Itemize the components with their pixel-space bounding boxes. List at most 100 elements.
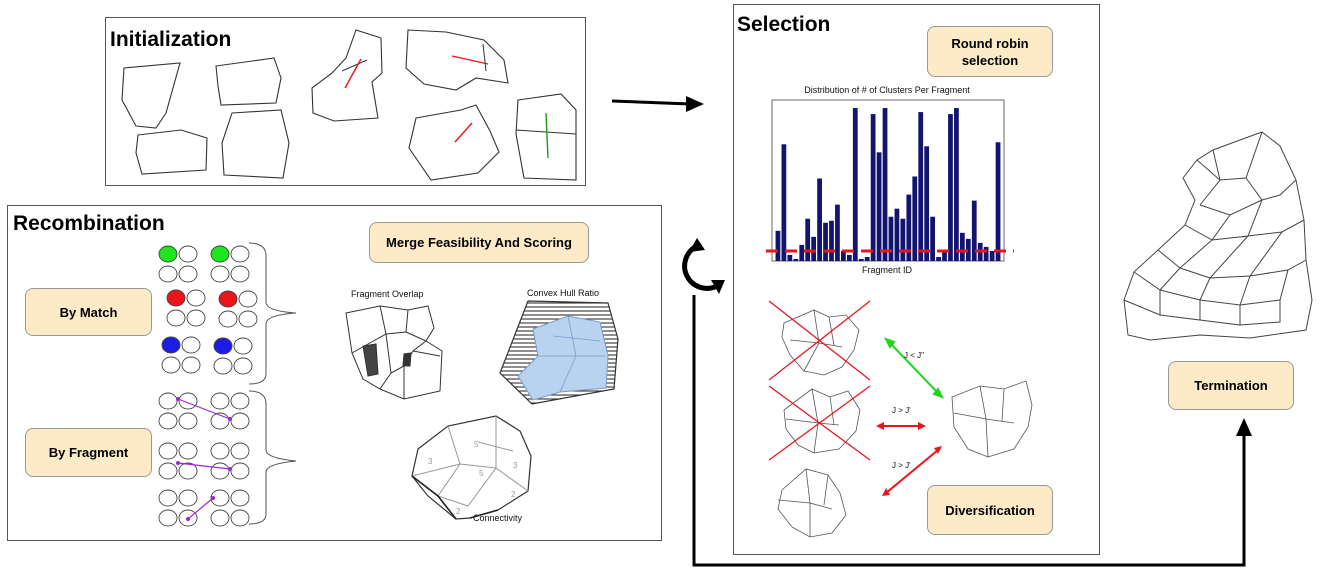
chart-bar — [805, 218, 811, 261]
chart-bar — [835, 204, 840, 261]
fragment-7 — [408, 104, 500, 181]
conn-num-5: 2 — [511, 490, 516, 499]
fragment-link-dot — [211, 496, 215, 500]
fragment-link — [187, 497, 214, 520]
fragment-6 — [221, 109, 290, 179]
fragment-link — [177, 398, 231, 420]
chart-bar — [829, 220, 834, 261]
match-circle — [230, 245, 250, 263]
match-circle — [233, 337, 253, 355]
match-circle — [158, 442, 178, 460]
cluster-chart: Distribution of # of Clusters Per Fragme… — [766, 85, 1014, 275]
by-fragment-tag: By Fragment — [25, 428, 152, 477]
chart-bar — [817, 178, 822, 261]
chart-bar — [793, 258, 799, 261]
conn-num-3: 5 — [479, 469, 484, 478]
match-circle — [178, 265, 198, 283]
chart-bar — [942, 250, 947, 261]
chart-bar — [959, 232, 965, 261]
fragment-overlap-label: Fragment Overlap — [351, 289, 424, 299]
dominance-arrows — [876, 337, 945, 496]
chart-bar — [781, 144, 787, 261]
match-circle — [178, 245, 198, 263]
match-circle — [158, 462, 178, 480]
chart-bar — [954, 108, 959, 261]
match-circle — [210, 509, 230, 527]
chart-bar — [823, 222, 828, 261]
selection-title: Selection — [737, 13, 831, 36]
chart-bar — [924, 146, 930, 261]
chart-bar — [876, 152, 882, 261]
conn-num-2: 5 — [474, 440, 479, 449]
conn-num-6: 2 — [456, 507, 461, 516]
brace-group — [248, 242, 297, 525]
chart-bar — [787, 254, 793, 261]
conn-num-4: 3 — [513, 461, 518, 470]
chart-bar — [906, 194, 912, 261]
match-circle — [178, 442, 198, 460]
by-match-tag: By Match — [25, 288, 152, 336]
chart-bar — [930, 216, 935, 261]
match-circle — [218, 310, 238, 328]
chart-bar — [971, 200, 977, 261]
match-circle — [210, 245, 230, 263]
chart-bar — [948, 114, 953, 262]
match-circle — [230, 392, 250, 410]
chart-bar — [983, 246, 989, 261]
match-circle — [161, 336, 181, 354]
candidate-2 — [783, 388, 861, 454]
chart-bar — [841, 250, 846, 261]
convex-hull-ratio-label: Convex Hull Ratio — [527, 288, 600, 298]
fragment-1 — [121, 62, 181, 129]
chart-bar — [858, 258, 864, 261]
chart-bar — [912, 176, 918, 261]
match-circle — [158, 245, 178, 263]
match-circle — [178, 412, 198, 430]
chart-bar — [775, 230, 781, 261]
chart-bar — [900, 218, 906, 261]
connectivity-graphic — [411, 415, 532, 520]
match-circle — [178, 489, 198, 507]
candidate-1 — [781, 309, 860, 376]
fragment-2 — [215, 57, 282, 106]
brace-bottom — [248, 390, 297, 525]
chart-xlabel: Fragment ID — [862, 265, 913, 275]
match-circle — [178, 462, 198, 480]
initialization-panel: Initialization — [105, 17, 586, 186]
brace-top — [248, 242, 297, 385]
chart-bar — [799, 244, 805, 261]
rejected-crosses — [768, 300, 871, 461]
match-circle — [230, 462, 250, 480]
chart-bar — [864, 256, 870, 261]
match-circle — [218, 290, 238, 308]
fragment-link-dot — [228, 467, 232, 471]
match-circle — [233, 357, 253, 375]
recombination-drawings: 3 5 5 3 2 2 — [158, 242, 619, 527]
recombination-title: Recombination — [13, 212, 165, 235]
arrow-green — [889, 342, 939, 394]
match-circle — [230, 265, 250, 283]
match-circle — [181, 356, 201, 374]
match-circle — [158, 509, 178, 527]
diversification-tag: Diversification — [927, 485, 1053, 535]
match-circle — [230, 442, 250, 460]
candidate-best — [951, 380, 1033, 458]
match-circle — [158, 489, 178, 507]
chart-bar — [811, 236, 817, 261]
match-circle — [238, 310, 258, 328]
match-circle — [210, 392, 230, 410]
match-circle — [166, 309, 186, 327]
fragment-link — [177, 462, 231, 470]
chart-bar — [989, 250, 995, 261]
dominance-label-1: J < J'' — [904, 351, 925, 360]
match-circle-groups — [158, 245, 258, 527]
chart-bar — [894, 208, 900, 261]
match-circle — [230, 489, 250, 507]
cross-1b — [768, 300, 871, 381]
chart-bar — [846, 254, 852, 261]
chart-title: Distribution of # of Clusters Per Fragme… — [804, 85, 970, 95]
fragment-5 — [135, 129, 208, 175]
selection-panel: Selection Round robin selection Diversif… — [733, 4, 1100, 555]
match-circle — [210, 442, 230, 460]
